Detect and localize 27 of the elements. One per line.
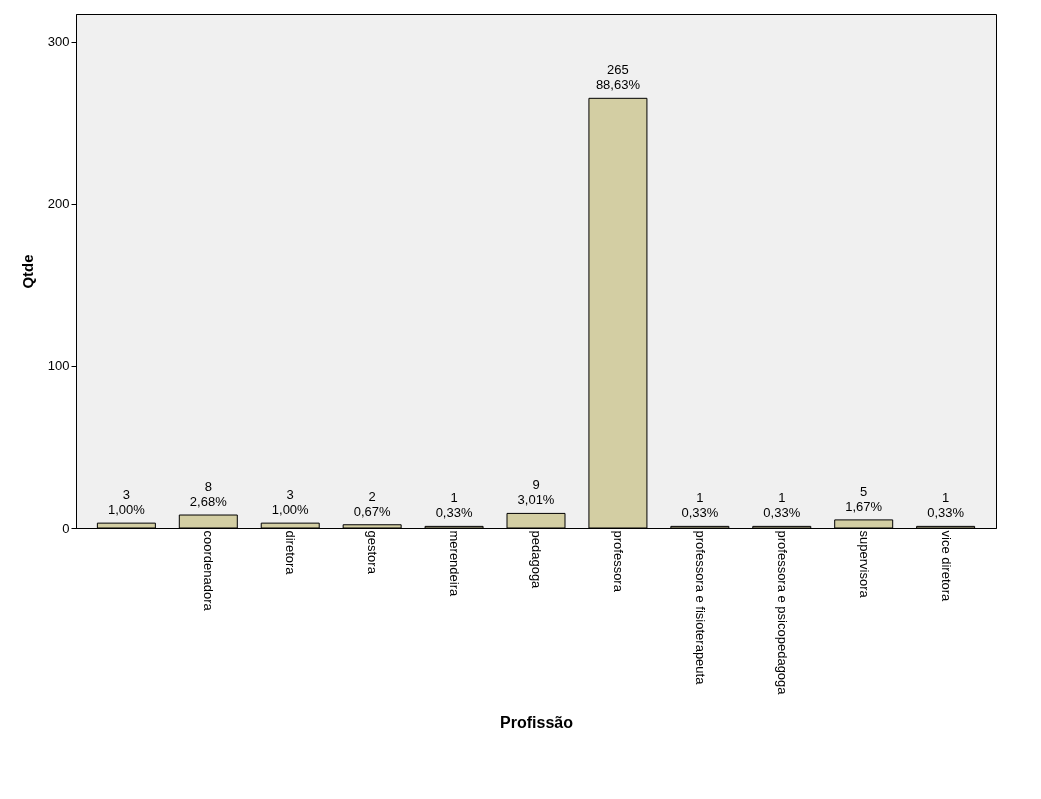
x-axis-title: Profissão: [500, 713, 574, 731]
y-axis-title: Qtde: [18, 254, 36, 289]
x-tick-label: professora e psicopedagoga: [774, 530, 790, 696]
x-tick-label: supervisora: [856, 530, 872, 599]
data-label: 5 1,67%: [845, 483, 883, 514]
y-tick-label: 0: [62, 520, 70, 536]
x-tick-label: pedagoga: [529, 530, 544, 590]
x-tick-label: coordenadora: [201, 530, 217, 612]
data-label: 1 0,33%: [435, 490, 473, 521]
data-label: 3 1,00%: [271, 487, 310, 518]
y-tick-label: 100: [47, 358, 70, 374]
data-label: 8 2,68%: [189, 479, 228, 510]
data-label: 9 3,01%: [517, 477, 555, 508]
data-label: 1 0,33%: [763, 490, 801, 521]
data-label: 3 1,00%: [107, 487, 146, 518]
x-tick-label: professora: [610, 530, 626, 593]
x-tick-label: merendeira: [447, 530, 463, 598]
data-label: 2 0,67%: [353, 488, 392, 519]
y-tick-label: 200: [47, 196, 70, 212]
data-label: 1 0,33%: [681, 490, 719, 521]
x-tick-label: gestora: [365, 530, 381, 575]
data-label: 1 0,33%: [927, 490, 965, 521]
data-label: 265 88,63%: [595, 62, 641, 93]
y-tick-label: 300: [47, 34, 70, 50]
x-tick-label: vice diretora: [938, 530, 954, 603]
x-tick-label: professora e fisioterapeuta: [692, 530, 708, 686]
x-tick-label: diretora: [283, 530, 299, 576]
